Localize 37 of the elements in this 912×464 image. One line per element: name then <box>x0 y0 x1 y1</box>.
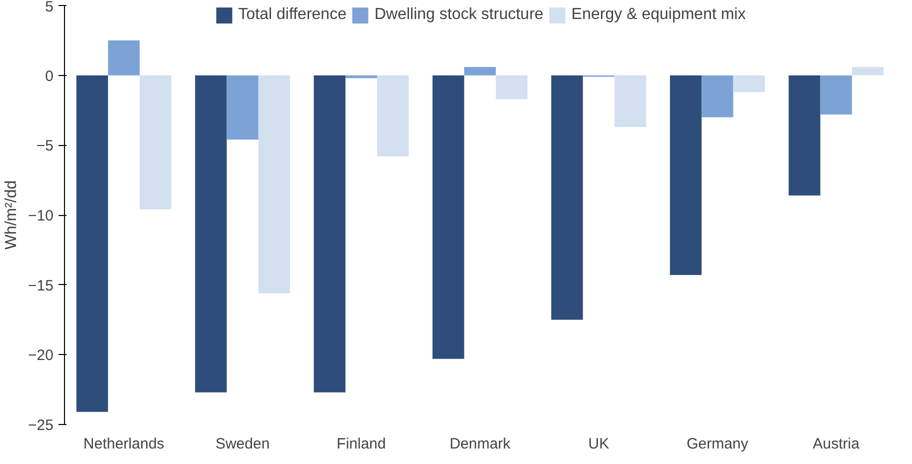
y-tick-label: −15 <box>28 277 54 294</box>
bar <box>670 75 702 276</box>
y-tick-label: −10 <box>28 208 54 224</box>
bar <box>464 66 496 76</box>
y-tick-label: 5 <box>45 0 54 16</box>
x-tick-label: Germany <box>686 436 749 452</box>
bar <box>226 75 258 140</box>
bar <box>195 75 227 392</box>
bar <box>702 75 734 118</box>
bar <box>432 75 464 359</box>
bar <box>140 75 172 210</box>
bar <box>377 75 409 156</box>
x-tick-label: Netherlands <box>83 436 164 452</box>
y-axis-title: Wh/m²/dd <box>3 180 20 250</box>
bar <box>852 66 884 76</box>
y-tick-label: −25 <box>28 417 54 434</box>
x-tick-label: Sweden <box>215 436 270 452</box>
x-tick-label: UK <box>588 436 610 452</box>
x-tick-label: Finland <box>336 436 386 452</box>
x-tick-label: Austria <box>812 436 860 452</box>
bar <box>733 75 765 92</box>
legend-label: Total difference <box>238 6 346 24</box>
bar <box>108 40 140 76</box>
y-tick-label: 0 <box>45 68 54 85</box>
y-tick-label: −5 <box>36 138 54 155</box>
bar <box>314 75 346 392</box>
bar <box>820 75 852 114</box>
bar <box>551 75 583 320</box>
bar <box>496 75 528 100</box>
bar <box>258 75 290 294</box>
bar <box>76 75 108 412</box>
legend-label: Dwelling stock structure <box>374 6 544 24</box>
y-tick-label: −20 <box>28 347 54 364</box>
x-tick-label: Denmark <box>450 436 511 452</box>
bar <box>614 75 646 128</box>
legend-label: Energy & equipment mix <box>571 6 746 24</box>
bar <box>788 75 820 196</box>
